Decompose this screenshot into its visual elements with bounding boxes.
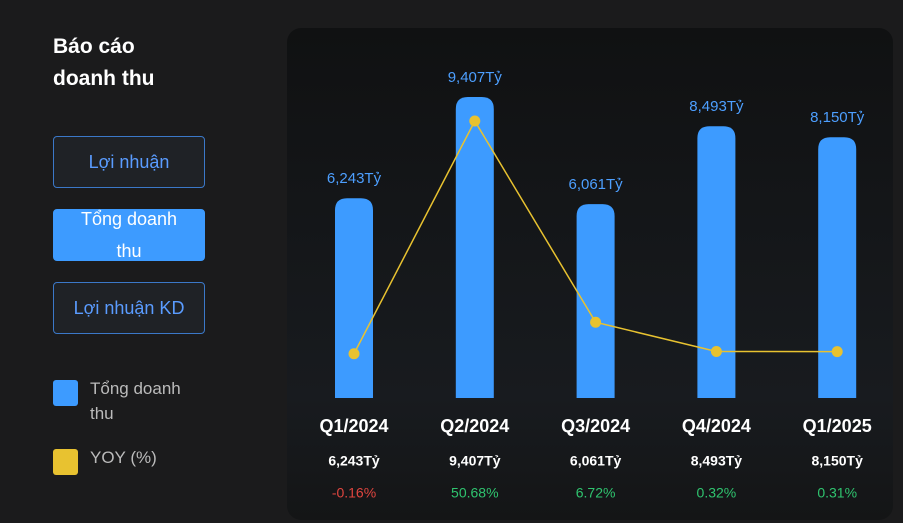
yoy-cell: 6.72% xyxy=(576,485,616,501)
revenue-cell: 9,407Tỷ xyxy=(449,453,501,469)
bar-value-label: 8,150Tỷ xyxy=(810,109,865,126)
tab-button[interactable]: Lợi nhuận KD xyxy=(53,282,205,334)
category-label: Q4/2024 xyxy=(682,416,751,436)
yoy-point xyxy=(710,346,722,358)
legend-label: Tổng doanh thu xyxy=(90,379,181,423)
category-label: Q2/2024 xyxy=(440,416,509,436)
yoy-cell: -0.16% xyxy=(332,485,376,501)
bar xyxy=(818,137,857,398)
bar-value-label: 6,243Tỷ xyxy=(327,170,382,187)
yoy-cell: 0.31% xyxy=(817,485,857,501)
legend-swatch xyxy=(53,449,78,475)
tab-button[interactable]: Tổng doanh thu xyxy=(53,209,205,261)
yoy-cell: 0.32% xyxy=(697,485,737,501)
legend-label: YOY (%) xyxy=(90,448,157,467)
bar xyxy=(576,204,615,398)
bar-value-label: 8,493Tỷ xyxy=(689,98,744,115)
category-label: Q1/2025 xyxy=(803,416,872,436)
category-label: Q3/2024 xyxy=(561,416,630,436)
legend-item: Tổng doanh thu xyxy=(53,376,205,426)
yoy-point xyxy=(831,346,843,358)
panel-title: Báo cáo doanh thu xyxy=(53,35,155,90)
legend-swatch xyxy=(53,380,78,406)
tab-button[interactable]: Lợi nhuận xyxy=(53,136,205,188)
revenue-cell: 8,493Tỷ xyxy=(691,453,743,469)
yoy-point xyxy=(469,115,481,127)
bar xyxy=(697,126,736,398)
bar-value-label: 6,061Tỷ xyxy=(568,176,623,193)
bar xyxy=(335,198,373,398)
category-label: Q1/2024 xyxy=(319,416,388,436)
yoy-point xyxy=(590,316,602,328)
revenue-cell: 8,150Tỷ xyxy=(812,453,864,469)
revenue-cell: 6,061Tỷ xyxy=(570,453,622,469)
yoy-cell: 50.68% xyxy=(451,485,498,501)
bar xyxy=(455,97,494,398)
bar-value-label: 9,407Tỷ xyxy=(448,69,503,86)
revenue-cell: 6,243Tỷ xyxy=(328,453,380,469)
legend-item: YOY (%) xyxy=(53,445,205,475)
yoy-point xyxy=(348,348,360,360)
